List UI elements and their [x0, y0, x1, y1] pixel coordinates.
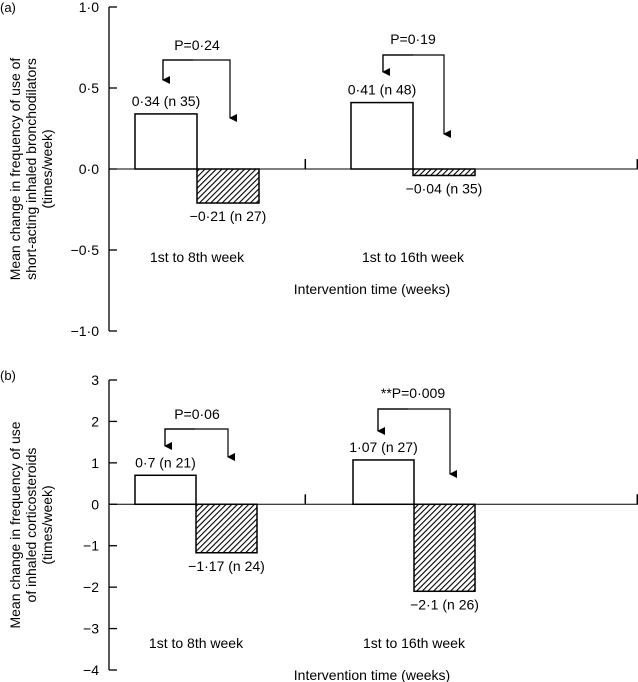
y-tick-label: −2 [83, 579, 99, 595]
p-value-label: P=0·24 [174, 37, 220, 53]
bar-hatched-1 [195, 503, 258, 554]
comparison-bracket-left-arrow [377, 408, 408, 435]
y-tick-label: 1·0 [79, 0, 99, 15]
y-tick-label: −1·0 [71, 323, 100, 339]
bar-open-2 [352, 459, 415, 506]
y-tick-label: −4 [83, 662, 99, 678]
y-axis-label-line: (times/week) [39, 485, 55, 564]
bar-data-label: 0·34 (n 35) [132, 93, 200, 109]
p-value-label: **P=0·009 [381, 385, 445, 401]
y-axis-label-line: (times/week) [39, 129, 55, 208]
bar-data-label: 0·41 (n 48) [348, 82, 416, 98]
bar-data-label: −0·21 (n 27) [190, 208, 267, 224]
y-tick-label: 0·0 [79, 161, 99, 177]
comparison-bracket-left-arrow [162, 59, 193, 84]
x-category-label: 1st to 16th week [363, 635, 466, 651]
y-axis-label-line: Mean change in frequency of use [7, 421, 23, 628]
y-tick-label: −1 [83, 538, 99, 554]
p-value-label: P=0·06 [174, 406, 220, 422]
panel-label: (a) [0, 0, 16, 15]
p-value-label: P=0·19 [390, 31, 436, 47]
comparison-bracket-right-arrow [164, 428, 235, 461]
x-category-label: 1st to 16th week [362, 249, 465, 265]
panel-b: (b) 3 2 1 0 −1 −2 −3 −4 Mean change in frequency … [0, 368, 638, 682]
y-tick-label: −0·5 [71, 242, 100, 258]
y-axis-label: Mean change in frequency of useof inhale… [7, 421, 55, 628]
comparison-bracket-left-arrow [164, 428, 195, 450]
x-axis-label: Intervention time (weeks) [294, 667, 450, 682]
bar-open-1 [134, 474, 197, 506]
x-category-label: 1st to 8th week [150, 249, 245, 265]
y-tick-label: 0·5 [79, 80, 99, 96]
y-tick-label: −3 [83, 621, 99, 637]
y-axis-label: Mean change in frequency of use ofshort-… [7, 58, 55, 281]
y-axis-label-line: Mean change in frequency of use of [7, 58, 23, 281]
y-axis-label-line: of inhaled corticosteroids [23, 448, 39, 603]
panel-a: (a) 1·0 0·5 0·0 −0·5 −1·0 Mean change in frequ… [0, 0, 638, 339]
bar-open-2 [350, 101, 414, 170]
bar-data-label: −2·1 (n 26) [410, 596, 479, 612]
panel-label: (b) [0, 368, 16, 383]
bar-data-label: 0·7 (n 21) [135, 454, 196, 470]
x-category-label: 1st to 8th week [149, 635, 244, 651]
y-tick-label: 1 [91, 455, 99, 471]
comparison-bracket-right-arrow [162, 59, 237, 122]
y-tick-label: 2 [91, 413, 99, 429]
bar-open-1 [134, 113, 198, 170]
bar-hatched-1 [196, 168, 260, 204]
bar-hatched-2 [413, 503, 476, 593]
comparison-bracket-left-arrow [382, 54, 413, 76]
bar-data-label: 1·07 (n 27) [349, 439, 417, 455]
bar-data-label: −0·04 (n 35) [406, 180, 483, 196]
bar-hatched-2 [412, 168, 476, 177]
x-axis-label: Intervention time (weeks) [294, 281, 450, 297]
bar-data-label: −1·17 (n 24) [188, 558, 265, 574]
y-axis-label-line: short-acting inhaled bronchodilators [23, 58, 39, 280]
y-tick-label: 3 [91, 372, 99, 388]
y-tick-label: 0 [91, 496, 99, 512]
